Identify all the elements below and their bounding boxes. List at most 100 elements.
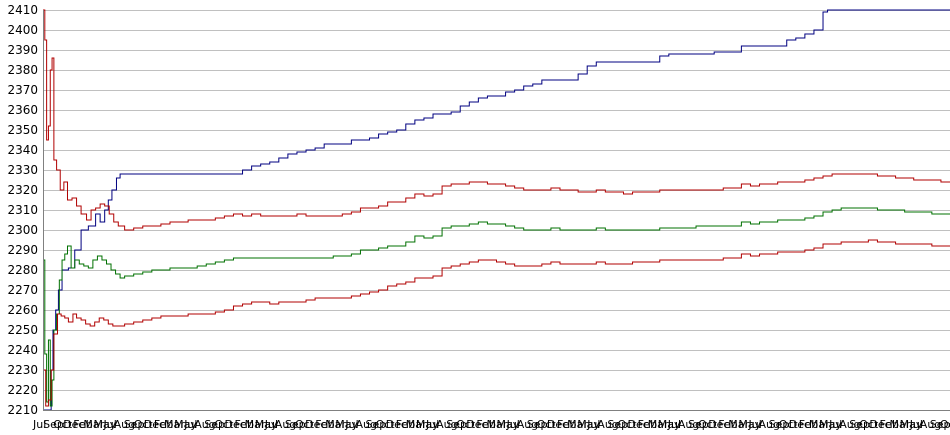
x-tick-label: Feb	[396, 418, 415, 431]
x-tick-label: Feb	[476, 418, 495, 431]
x-tick-label: Mar	[487, 418, 508, 431]
y-tick-label: 2410	[7, 3, 38, 17]
x-tick-label: Sep	[849, 418, 870, 431]
x-tick-label: Dec	[547, 418, 568, 431]
x-tick-label: Dec	[225, 418, 246, 431]
series-line-2	[43, 9, 950, 231]
x-tick-label: Dec	[869, 418, 890, 431]
x-tick-label: Feb	[315, 418, 334, 431]
axes	[43, 10, 950, 411]
y-tick-label: 2230	[7, 363, 38, 377]
x-tick-label: Oct	[859, 418, 879, 431]
x-tick-label: Sep	[446, 418, 467, 431]
x-tick-label: Sep	[285, 418, 306, 431]
x-tick-label: Sep	[43, 418, 64, 431]
y-tick-label: 2220	[7, 383, 38, 397]
x-tick-label: Sep	[204, 418, 225, 431]
y-tick-label: 2330	[7, 163, 38, 177]
x-tick-label: Oct	[53, 418, 73, 431]
y-tick-label: 2380	[7, 63, 38, 77]
x-tick-label: Jul	[103, 418, 117, 431]
x-tick-label: Feb	[638, 418, 657, 431]
x-tick-label: Feb	[718, 418, 737, 431]
x-tick-label: Sep	[527, 418, 548, 431]
x-tick-label: Sep	[124, 418, 145, 431]
x-tick-label: Aug	[920, 418, 941, 431]
x-tick-label: Jul	[506, 418, 520, 431]
y-tick-label: 2340	[7, 143, 38, 157]
x-tick-label: Jul	[32, 418, 46, 431]
x-tick-label: Dec	[789, 418, 810, 431]
x-tick-label: Sep	[688, 418, 709, 431]
x-tick-label: Mar	[245, 418, 266, 431]
x-tick-label: Aug	[597, 418, 618, 431]
y-tick-label: 2400	[7, 23, 38, 37]
x-tick-label: Aug	[678, 418, 699, 431]
x-tick-label: Dec	[386, 418, 407, 431]
x-tick-label: Oct	[376, 418, 396, 431]
x-tick-label: Mar	[406, 418, 427, 431]
x-tick-label: Aug	[759, 418, 780, 431]
x-tick-label: May	[335, 418, 358, 431]
x-tick-label: Feb	[557, 418, 576, 431]
x-tick-label: Mar	[325, 418, 346, 431]
x-tick-label: Aug	[275, 418, 296, 431]
y-tick-label: 2290	[7, 243, 38, 257]
x-tick-label: Oct	[698, 418, 718, 431]
x-tick-label: May	[819, 418, 842, 431]
x-tick-label: Aug	[114, 418, 135, 431]
x-tick-label: Aug	[839, 418, 860, 431]
x-tick-label: May	[174, 418, 197, 431]
series-line-3	[43, 207, 950, 407]
x-tick-label: May	[255, 418, 278, 431]
y-tick-label: 2210	[7, 403, 38, 417]
y-tick-label: 2350	[7, 123, 38, 137]
x-tick-label: Sep	[930, 418, 950, 431]
x-tick-label: May	[94, 418, 117, 431]
x-tick-label: Aug	[356, 418, 377, 431]
y-tick-label: 2390	[7, 43, 38, 57]
x-tick-label: Jul	[183, 418, 197, 431]
x-tick-label: Oct	[456, 418, 476, 431]
x-tick-label: Sep	[769, 418, 790, 431]
x-tick-label: Mar	[164, 418, 185, 431]
y-tick-label: 2270	[7, 283, 38, 297]
x-tick-label: Oct	[940, 418, 950, 431]
x-tick-label: Feb	[799, 418, 818, 431]
x-tick-label: May	[900, 418, 923, 431]
x-tick-label: Jul	[667, 418, 681, 431]
x-tick-label: Jul	[264, 418, 278, 431]
x-tick-label: Dec	[305, 418, 326, 431]
x-tick-label: Oct	[618, 418, 638, 431]
x-tick-label: Feb	[154, 418, 173, 431]
series-line-4	[43, 239, 950, 407]
x-tick-label: Oct	[779, 418, 799, 431]
x-tick-label: Mar	[728, 418, 749, 431]
x-tick-label: May	[738, 418, 761, 431]
x-tick-label: Sep	[366, 418, 387, 431]
x-tick-label: Dec	[628, 418, 649, 431]
x-tick-label: Jul	[344, 418, 358, 431]
y-tick-label: 2370	[7, 83, 38, 97]
x-tick-label: Dec	[708, 418, 729, 431]
x-tick-label: May	[577, 418, 600, 431]
x-tick-label: May	[497, 418, 520, 431]
x-tick-label: Dec	[63, 418, 84, 431]
x-tick-label: Mar	[809, 418, 830, 431]
x-tick-label: Feb	[880, 418, 899, 431]
x-tick-label: Jul	[748, 418, 762, 431]
x-tick-label: Dec	[466, 418, 487, 431]
x-tick-label: May	[416, 418, 439, 431]
x-tick-label: May	[658, 418, 681, 431]
x-tick-label: Jul	[909, 418, 923, 431]
x-tick-label: Oct	[537, 418, 557, 431]
series-line-1	[43, 9, 950, 411]
y-tick-label: 2240	[7, 343, 38, 357]
x-tick-label: Feb	[73, 418, 92, 431]
series-lines	[43, 9, 950, 411]
grid-lines	[43, 10, 950, 411]
x-tick-label: Aug	[517, 418, 538, 431]
x-tick-label: Dec	[144, 418, 165, 431]
x-tick-label: Jul	[425, 418, 439, 431]
